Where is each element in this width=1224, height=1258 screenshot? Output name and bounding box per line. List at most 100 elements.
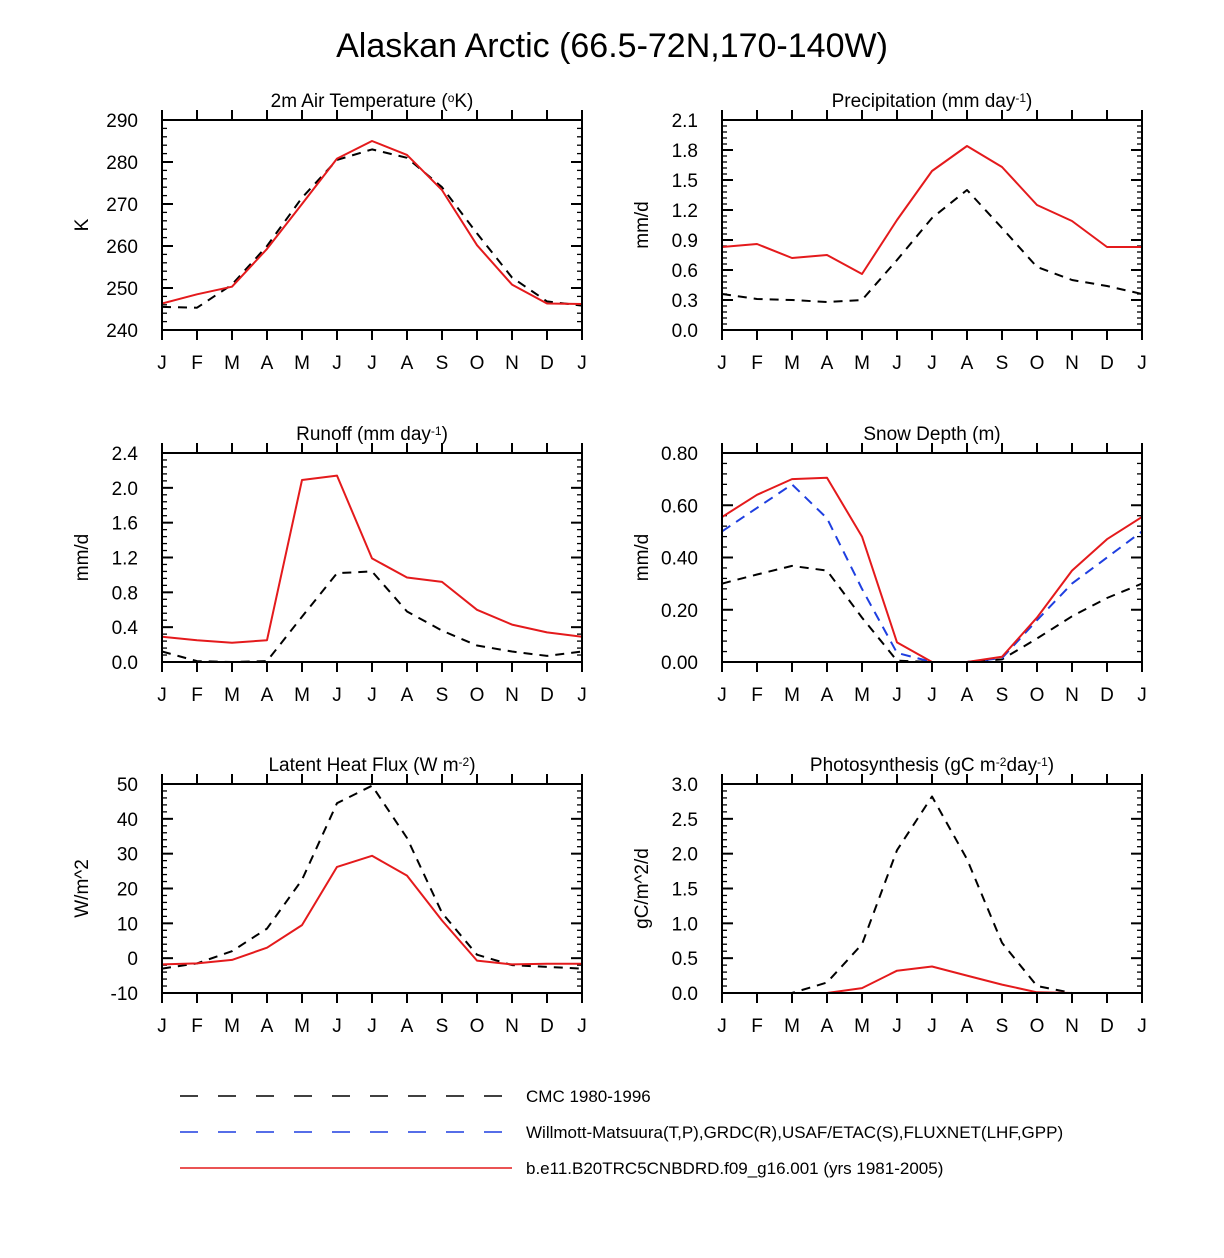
plot-frame: [721, 119, 1143, 331]
y-tick-label: 50: [117, 775, 138, 796]
y-tick-label: 0.8: [112, 583, 138, 604]
x-tick-label: S: [436, 353, 449, 374]
y-tick-label: 0: [127, 949, 138, 970]
x-tick-label: J: [1137, 353, 1147, 374]
x-tick-label: N: [505, 353, 519, 374]
series-line-model: [722, 145, 1142, 275]
x-tick-label: D: [540, 353, 554, 374]
x-tick-label: J: [577, 1016, 587, 1037]
series-line-model: [162, 474, 582, 644]
x-tick-label: N: [505, 685, 519, 706]
x-tick-label: J: [367, 353, 377, 374]
x-tick-label: M: [294, 353, 310, 374]
x-tick-label: A: [261, 685, 274, 706]
y-tick-label: 0.4: [112, 618, 139, 639]
x-tick-label: M: [294, 685, 310, 706]
x-tick-label: A: [961, 1016, 974, 1037]
y-tick-label: 2.4: [112, 444, 139, 465]
plot-frame: [161, 783, 583, 994]
x-tick-label: F: [191, 1016, 203, 1037]
x-tick-label: S: [996, 685, 1009, 706]
x-tick-label: A: [821, 685, 834, 706]
plot-frame: [721, 783, 1143, 994]
x-tick-label: A: [401, 1016, 414, 1037]
series-line-cmc: [722, 795, 1142, 993]
series-group: [722, 476, 1142, 662]
series-group: [162, 140, 582, 309]
y-tick-label: 20: [117, 880, 138, 901]
chart-panels: 2m Air Temperature (oK) K 240 250 260 270 280 2…: [72, 91, 1147, 1037]
y-tick-label: 0.20: [661, 601, 698, 622]
x-tick-label: S: [436, 1016, 449, 1037]
y-axis-label: mm/d: [632, 534, 653, 582]
x-tick-label: J: [1137, 1016, 1147, 1037]
legend: CMC 1980-1996 Willmott-Matsuura(T,P),GRDC…: [180, 1087, 1063, 1178]
series-line-model: [162, 854, 582, 966]
x-tick-label: A: [261, 1016, 274, 1037]
plot-frame: [721, 452, 1143, 663]
x-tick-label: M: [224, 353, 240, 374]
x-tick-label: M: [784, 353, 800, 374]
y-tick-label: 2.5: [672, 810, 698, 831]
y-tick-label: 0.0: [672, 321, 698, 342]
x-tick-label: J: [892, 353, 902, 374]
y-axis-label: mm/d: [632, 201, 653, 249]
x-tick-label: M: [294, 1016, 310, 1037]
chart-title: Snow Depth (m): [863, 424, 1000, 445]
y-tick-label: 0.5: [672, 949, 698, 970]
x-tick-label: O: [1030, 685, 1045, 706]
chart-latent-heat-flux: Latent Heat Flux (W m-2) W/m^2 -10 0 10 20 30 4…: [72, 755, 587, 1037]
figure-title: Alaskan Arctic (66.5-72N,170-140W): [336, 27, 888, 65]
chart-title: Precipitation (mm day-1): [832, 91, 1033, 112]
y-tick-label: 290: [106, 111, 138, 132]
y-tick-label: 0.3: [672, 291, 698, 312]
chart-title: Runoff (mm day-1): [296, 424, 448, 445]
y-tick-label: 0.6: [672, 261, 698, 282]
chart-air-temperature: 2m Air Temperature (oK) K 240 250 260 270 280 2…: [72, 91, 587, 374]
y-axis-label: K: [72, 218, 93, 231]
plot-frame: [161, 119, 583, 331]
x-tick-label: M: [784, 1016, 800, 1037]
y-tick-label: 2.1: [672, 111, 698, 132]
y-tick-label: 1.6: [112, 514, 138, 535]
y-tick-label: 1.2: [112, 549, 138, 570]
x-tick-label: A: [401, 685, 414, 706]
series-line-cmc: [162, 784, 582, 970]
x-tick-label: F: [751, 1016, 763, 1037]
chart-runoff: Runoff (mm day-1) mm/d 0.0 0.4 0.8 1.2 1.6 2.0 2…: [72, 424, 587, 706]
x-tick-label: J: [332, 1016, 342, 1037]
legend-label-cmc: CMC 1980-1996: [526, 1087, 651, 1106]
x-tick-label: M: [854, 685, 870, 706]
legend-label-obs: Willmott-Matsuura(T,P),GRDC(R),USAF/ETAC…: [526, 1123, 1063, 1142]
y-tick-label: 240: [106, 321, 138, 342]
y-tick-label: 270: [106, 195, 138, 216]
chart-snow-depth: Snow Depth (m) mm/d 0.00 0.20 0.40 0.60 0.80 J F…: [632, 424, 1147, 706]
x-tick-label: S: [996, 1016, 1009, 1037]
y-tick-label: 2.0: [672, 845, 698, 866]
x-tick-label: O: [1030, 1016, 1045, 1037]
series-group: [162, 474, 582, 662]
x-tick-label: A: [401, 353, 414, 374]
x-tick-label: N: [1065, 685, 1079, 706]
x-tick-label: N: [505, 1016, 519, 1037]
series-line-model: [162, 140, 582, 305]
series-line-cmc: [162, 570, 582, 662]
x-tick-label: J: [367, 685, 377, 706]
y-tick-label: 0.80: [661, 444, 698, 465]
chart-title: 2m Air Temperature (oK): [271, 91, 474, 112]
series-line-model: [722, 965, 1142, 993]
y-tick-label: 250: [106, 279, 138, 300]
x-tick-label: S: [436, 685, 449, 706]
y-tick-label: 10: [117, 914, 138, 935]
series-line-model: [722, 476, 1142, 662]
x-tick-label: A: [961, 685, 974, 706]
x-tick-label: F: [751, 685, 763, 706]
x-tick-label: J: [927, 353, 937, 374]
y-tick-label: 0.00: [661, 653, 698, 674]
y-tick-label: 260: [106, 237, 138, 258]
x-tick-label: D: [1100, 1016, 1114, 1037]
y-tick-label: 30: [117, 845, 138, 866]
x-tick-label: J: [577, 353, 587, 374]
y-tick-label: -10: [111, 984, 138, 1005]
